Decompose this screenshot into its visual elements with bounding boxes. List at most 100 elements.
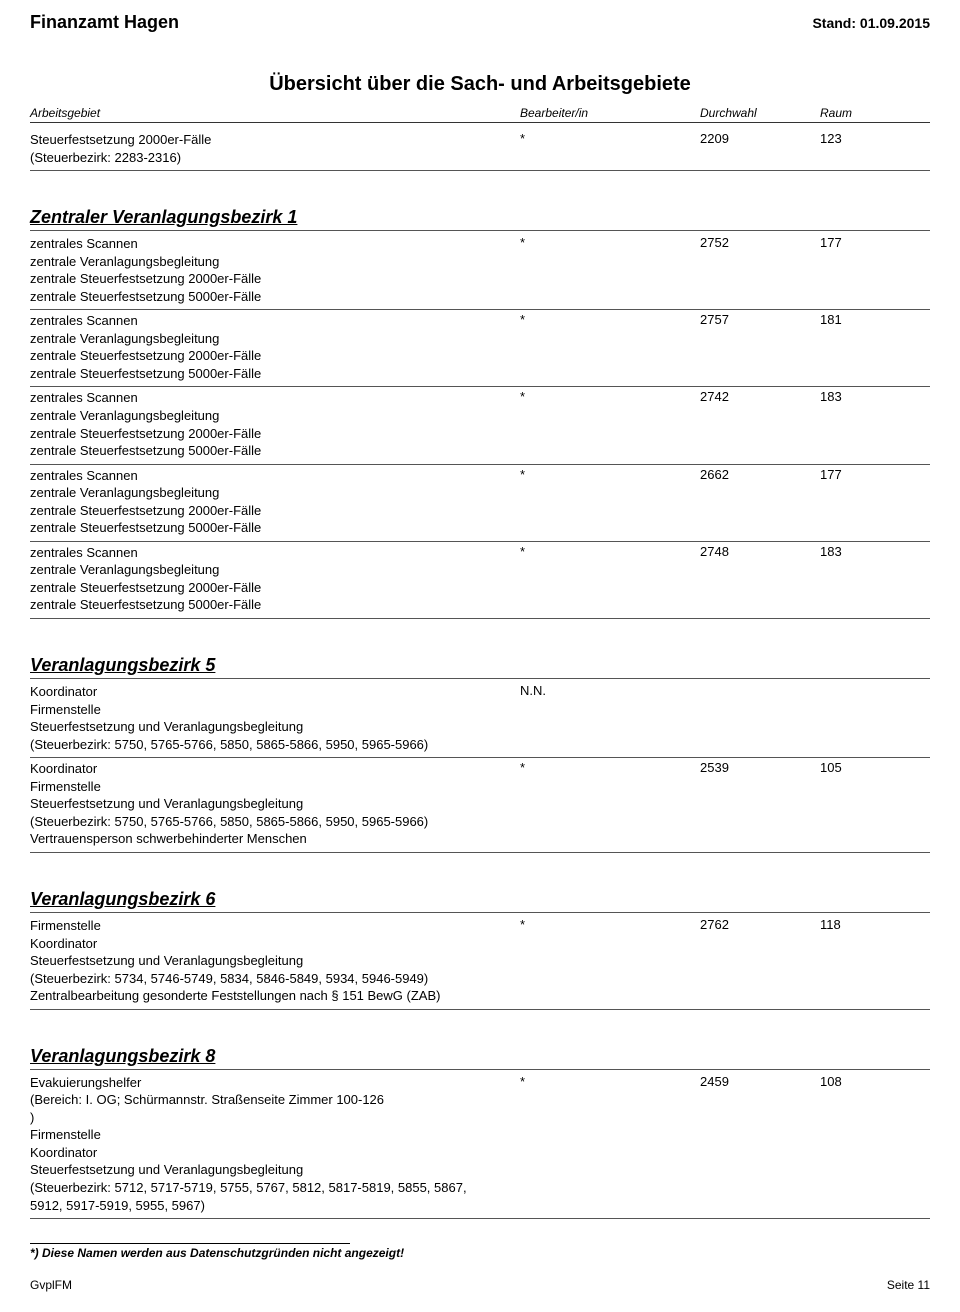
cell-bearbeiter: * — [520, 760, 700, 775]
cell-bearbeiter: * — [520, 131, 700, 146]
area-line: zentrales Scannen — [30, 312, 520, 330]
table-row: zentrales Scannenzentrale Veranlagungsbe… — [30, 542, 930, 619]
cell-durchwahl: 2742 — [700, 389, 820, 404]
cell-raum: 123 — [820, 131, 900, 146]
cell-raum: 108 — [820, 1074, 900, 1089]
section-title: Veranlagungsbezirk 8 — [30, 1046, 930, 1070]
cell-durchwahl: 2662 — [700, 467, 820, 482]
area-line: zentrale Steuerfestsetzung 5000er-Fälle — [30, 288, 520, 306]
area-line: Koordinator — [30, 1144, 520, 1162]
cell-bearbeiter: * — [520, 1074, 700, 1089]
area-line: zentrale Steuerfestsetzung 2000er-Fälle — [30, 502, 520, 520]
area-line: zentrale Veranlagungsbegleitung — [30, 407, 520, 425]
area-line: Steuerfestsetzung und Veranlagungsbeglei… — [30, 718, 520, 736]
cell-durchwahl: 2748 — [700, 544, 820, 559]
table-row: zentrales Scannenzentrale Veranlagungsbe… — [30, 465, 930, 542]
area-line: Steuerfestsetzung und Veranlagungsbeglei… — [30, 795, 520, 813]
area-line: (Bereich: I. OG; Schürmannstr. Straßense… — [30, 1091, 520, 1109]
cell-raum: 181 — [820, 312, 900, 327]
area-line: zentrale Steuerfestsetzung 5000er-Fälle — [30, 519, 520, 537]
cell-raum: 177 — [820, 235, 900, 250]
cell-arbeitsgebiet: zentrales Scannenzentrale Veranlagungsbe… — [30, 544, 520, 614]
area-line: (Steuerbezirk: 2283-2316) — [30, 149, 520, 167]
col-arbeitsgebiet: Arbeitsgebiet — [30, 106, 520, 120]
area-line: Vertrauensperson schwerbehinderter Mensc… — [30, 830, 520, 848]
stand-date: Stand: 01.09.2015 — [812, 15, 930, 31]
footer-left: GvplFM — [30, 1278, 72, 1292]
stand-label: Stand: — [812, 15, 856, 31]
area-line: Koordinator — [30, 760, 520, 778]
cell-durchwahl: 2762 — [700, 917, 820, 932]
page-title: Übersicht über die Sach- und Arbeitsgebi… — [30, 73, 930, 96]
col-durchwahl: Durchwahl — [700, 106, 820, 120]
area-line: Firmenstelle — [30, 701, 520, 719]
cell-bearbeiter: * — [520, 544, 700, 559]
area-line: zentrales Scannen — [30, 467, 520, 485]
footer-right: Seite 11 — [887, 1278, 930, 1292]
table-row: KoordinatorFirmenstelleSteuerfestsetzung… — [30, 681, 930, 758]
cell-arbeitsgebiet: zentrales Scannenzentrale Veranlagungsbe… — [30, 389, 520, 459]
area-line: Koordinator — [30, 935, 520, 953]
area-line: Firmenstelle — [30, 1126, 520, 1144]
area-line: Evakuierungshelfer — [30, 1074, 520, 1092]
page-header: Finanzamt Hagen Stand: 01.09.2015 — [30, 12, 930, 33]
cell-raum: 177 — [820, 467, 900, 482]
area-line: zentrale Steuerfestsetzung 2000er-Fälle — [30, 579, 520, 597]
area-line: (Steuerbezirk: 5734, 5746-5749, 5834, 58… — [30, 970, 520, 988]
cell-bearbeiter: N.N. — [520, 683, 700, 698]
area-line: (Steuerbezirk: 5712, 5717-5719, 5755, 57… — [30, 1179, 520, 1197]
table-row: zentrales Scannenzentrale Veranlagungsbe… — [30, 310, 930, 387]
col-bearbeiter: Bearbeiter/in — [520, 106, 700, 120]
cell-durchwahl: 2539 — [700, 760, 820, 775]
area-line: zentrale Steuerfestsetzung 5000er-Fälle — [30, 365, 520, 383]
area-line: zentrale Veranlagungsbegleitung — [30, 330, 520, 348]
area-line: (Steuerbezirk: 5750, 5765-5766, 5850, 58… — [30, 813, 520, 831]
cell-arbeitsgebiet: KoordinatorFirmenstelleSteuerfestsetzung… — [30, 683, 520, 753]
area-line: Koordinator — [30, 683, 520, 701]
area-line: zentrale Steuerfestsetzung 5000er-Fälle — [30, 442, 520, 460]
cell-arbeitsgebiet: Steuerfestsetzung 2000er-Fälle(Steuerbez… — [30, 131, 520, 166]
area-line: zentrales Scannen — [30, 235, 520, 253]
cell-raum: 118 — [820, 917, 900, 932]
area-line: zentrale Steuerfestsetzung 5000er-Fälle — [30, 596, 520, 614]
table-row: zentrales Scannenzentrale Veranlagungsbe… — [30, 387, 930, 464]
section-title: Veranlagungsbezirk 5 — [30, 655, 930, 679]
section-title: Veranlagungsbezirk 6 — [30, 889, 930, 913]
area-line: 5912, 5917-5919, 5955, 5967) — [30, 1197, 520, 1215]
table-row: Evakuierungshelfer(Bereich: I. OG; Schür… — [30, 1072, 930, 1219]
area-line: zentrales Scannen — [30, 389, 520, 407]
section-title: Zentraler Veranlagungsbezirk 1 — [30, 207, 930, 231]
area-line: zentrales Scannen — [30, 544, 520, 562]
cell-durchwahl: 2209 — [700, 131, 820, 146]
area-line: zentrale Steuerfestsetzung 2000er-Fälle — [30, 425, 520, 443]
area-line: zentrale Steuerfestsetzung 2000er-Fälle — [30, 270, 520, 288]
cell-bearbeiter: * — [520, 312, 700, 327]
cell-arbeitsgebiet: FirmenstelleKoordinatorSteuerfestsetzung… — [30, 917, 520, 1005]
area-line: zentrale Veranlagungsbegleitung — [30, 253, 520, 271]
table-row: KoordinatorFirmenstelleSteuerfestsetzung… — [30, 758, 930, 853]
table-row: zentrales Scannenzentrale Veranlagungsbe… — [30, 233, 930, 310]
cell-durchwahl: 2459 — [700, 1074, 820, 1089]
area-line: zentrale Veranlagungsbegleitung — [30, 484, 520, 502]
cell-raum: 183 — [820, 389, 900, 404]
area-line: zentrale Steuerfestsetzung 2000er-Fälle — [30, 347, 520, 365]
area-line: zentrale Veranlagungsbegleitung — [30, 561, 520, 579]
area-line: Steuerfestsetzung und Veranlagungsbeglei… — [30, 952, 520, 970]
cell-durchwahl: 2752 — [700, 235, 820, 250]
area-line: Steuerfestsetzung und Veranlagungsbeglei… — [30, 1161, 520, 1179]
area-line: (Steuerbezirk: 5750, 5765-5766, 5850, 58… — [30, 736, 520, 754]
area-line: Firmenstelle — [30, 778, 520, 796]
area-line: ) — [30, 1109, 520, 1127]
cell-arbeitsgebiet: zentrales Scannenzentrale Veranlagungsbe… — [30, 312, 520, 382]
cell-bearbeiter: * — [520, 917, 700, 932]
org-name: Finanzamt Hagen — [30, 12, 179, 33]
cell-arbeitsgebiet: Evakuierungshelfer(Bereich: I. OG; Schür… — [30, 1074, 520, 1214]
area-line: Steuerfestsetzung 2000er-Fälle — [30, 131, 520, 149]
table-row: Steuerfestsetzung 2000er-Fälle(Steuerbez… — [30, 129, 930, 171]
cell-bearbeiter: * — [520, 389, 700, 404]
column-headers: Arbeitsgebiet Bearbeiter/in Durchwahl Ra… — [30, 106, 930, 123]
table-row: FirmenstelleKoordinatorSteuerfestsetzung… — [30, 915, 930, 1010]
footnote-separator — [30, 1243, 350, 1244]
cell-raum: 105 — [820, 760, 900, 775]
cell-arbeitsgebiet: zentrales Scannenzentrale Veranlagungsbe… — [30, 467, 520, 537]
